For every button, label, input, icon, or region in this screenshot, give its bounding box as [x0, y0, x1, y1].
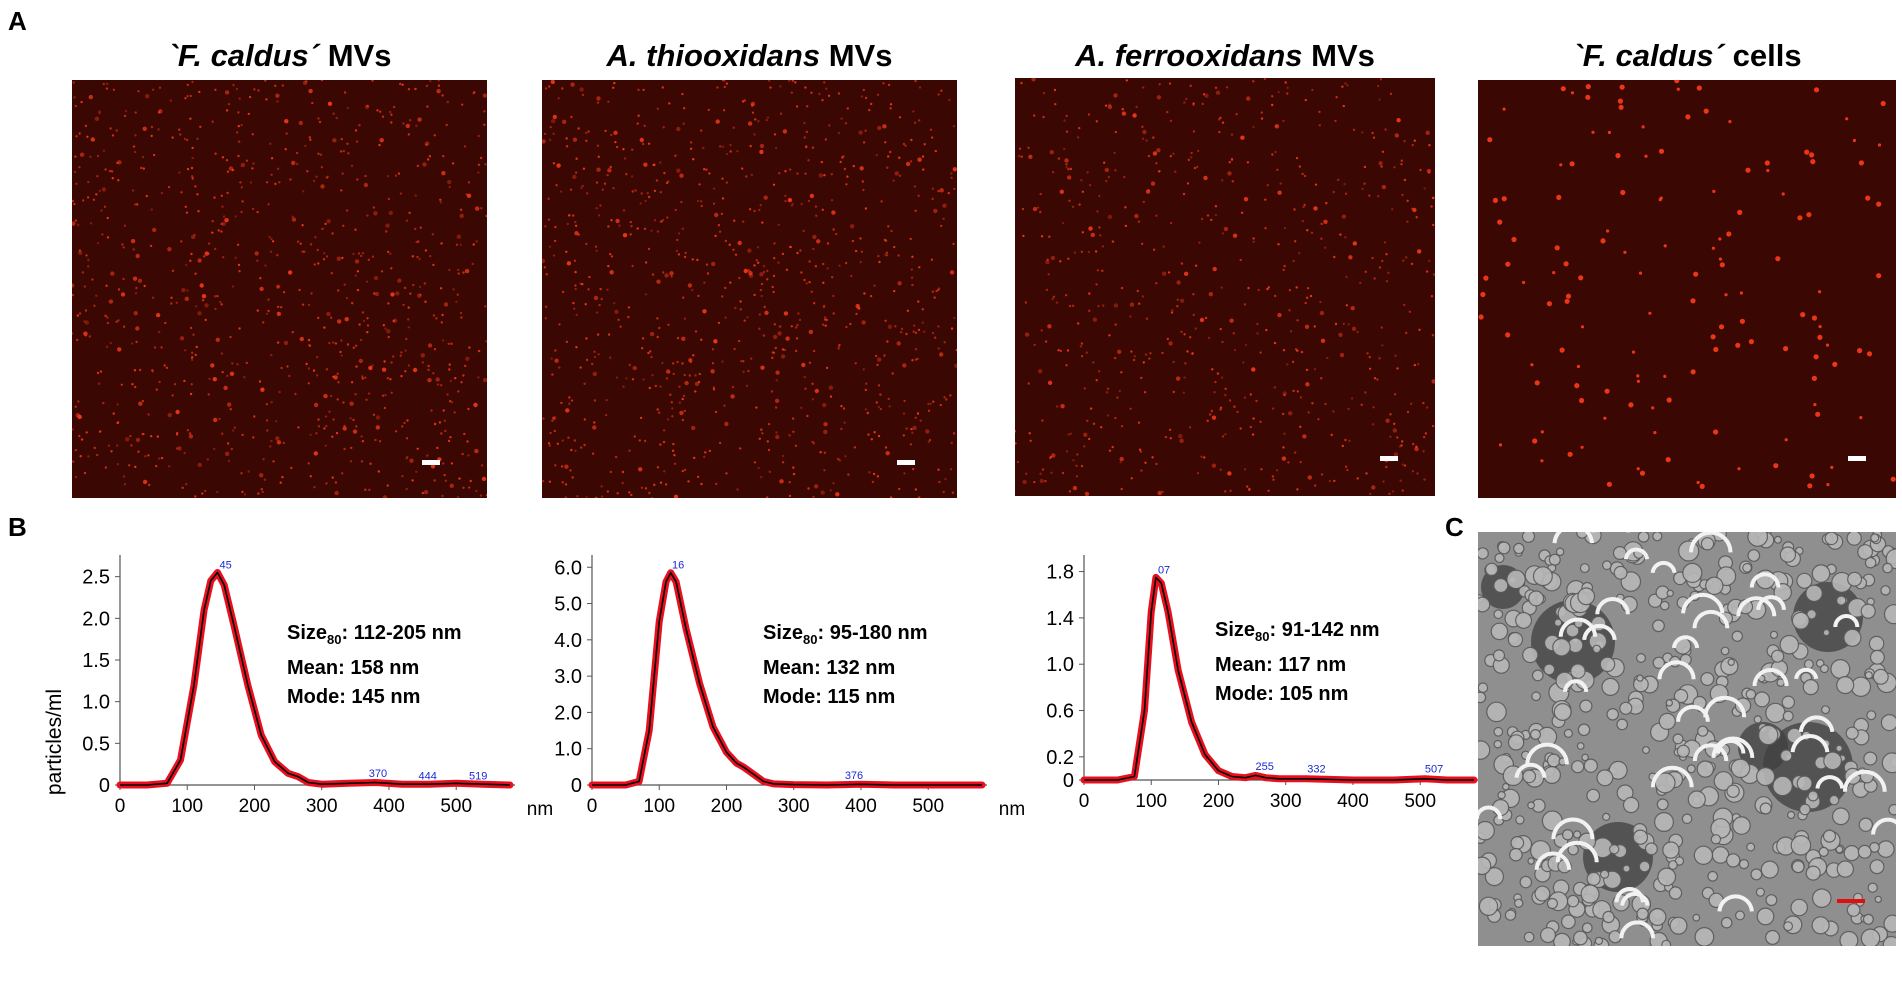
x-tick-label: 400: [1337, 791, 1369, 812]
stats-mean: Mean: 117 nm: [1215, 654, 1347, 676]
stats-size: Size80: 112-205 nm: [287, 622, 462, 647]
y-tick-label: 1.4: [1046, 608, 1074, 630]
micrograph-f-caldus-cells: [1478, 80, 1896, 498]
peak-label: 519: [469, 770, 487, 782]
series-line: [1084, 576, 1474, 781]
y-tick-label: 2.0: [554, 702, 582, 724]
stats-mode: Mode: 115 nm: [763, 686, 896, 708]
y-tick-label: 0: [571, 775, 582, 797]
stats-mean: Mean: 158 nm: [287, 657, 420, 679]
y-tick-label: 0: [99, 775, 110, 797]
y-tick-label: 2.5: [82, 567, 110, 589]
scale-bar: [422, 460, 440, 465]
micrograph-texture: [1015, 78, 1435, 496]
micrograph-texture: [542, 80, 957, 498]
y-tick-label: 0.2: [1046, 747, 1074, 769]
micrograph-texture: [72, 80, 487, 498]
micrograph-title-f-caldus-mvs: `F. caldus´ MVs: [167, 38, 392, 73]
y-tick-label: 5.0: [554, 594, 582, 616]
peak-label: 45: [220, 560, 232, 572]
tem-scale-bar: [1837, 899, 1865, 903]
peak-label: 255: [1255, 761, 1273, 773]
x-tick-label: 500: [1404, 791, 1436, 812]
y-tick-label: 1.0: [82, 692, 110, 714]
panel-letter-c: C: [1445, 512, 1464, 542]
micrograph-texture: [1478, 80, 1896, 489]
stats-mode: Mode: 145 nm: [287, 686, 421, 708]
y-tick-label: 6.0: [554, 557, 582, 579]
x-tick-label: 100: [1135, 791, 1167, 812]
y-tick-label: 4.0: [554, 630, 582, 652]
stats-a-ferrooxidans: Size80: 91-142 nm Mean: 117 nm Mode: 105…: [1215, 616, 1380, 709]
x-tick-label: 400: [845, 796, 877, 817]
micrograph-title-f-caldus-cells: `F. caldus´ cells: [1572, 38, 1802, 73]
series-line: [120, 571, 511, 786]
x-tick-label: 0: [587, 796, 598, 817]
panel-letter-b: B: [8, 512, 27, 542]
x-tick-label: 100: [171, 796, 203, 817]
x-unit-label: nm: [999, 799, 1025, 820]
scale-bar: [1380, 456, 1398, 461]
x-tick-label: 500: [912, 796, 944, 817]
x-tick-label: 0: [1079, 791, 1090, 812]
micrograph-f-caldus-mvs: [72, 80, 487, 498]
peak-label: 16: [672, 560, 684, 572]
y-tick-label: 0: [1063, 770, 1074, 792]
size-distribution-chart-f-caldus: 0 0.5 1.0 1.5 2.0 2.5 0 100 200 300 400 500 nm 45 370 4…: [60, 545, 553, 990]
x-unit-label: nm: [527, 799, 553, 820]
size-distribution-chart-a-ferrooxidans: 00.20.61.01.41.80100200300400500nm072553…: [1030, 545, 1517, 990]
peak-label: 507: [1425, 764, 1443, 776]
micrograph-title-a-ferrooxidans-mvs: A. ferrooxidans MVs: [1075, 38, 1375, 73]
x-tick-label: 300: [1270, 791, 1302, 812]
micrograph-title-a-thiooxidans-mvs: A. thiooxidans MVs: [606, 38, 893, 73]
x-tick-label: 500: [440, 796, 472, 817]
micrograph-a-ferrooxidans-mvs: [1015, 78, 1435, 496]
stats-mode: Mode: 105 nm: [1215, 683, 1349, 705]
stats-size: Size80: 91-142 nm: [1215, 619, 1380, 644]
x-tick-label: 0: [115, 796, 126, 817]
series-line: [592, 571, 982, 786]
y-tick-label: 0.6: [1046, 701, 1074, 723]
stats-size: Size80: 95-180 nm: [763, 622, 928, 647]
y-tick-label: 3.0: [554, 666, 582, 688]
peak-label: 370: [369, 768, 387, 780]
y-tick-label: 1.0: [1046, 654, 1074, 676]
y-tick-label: 2.0: [82, 608, 110, 630]
stats-mean: Mean: 132 nm: [763, 657, 896, 679]
y-tick-label: 0.5: [82, 733, 110, 755]
y-tick-label: 1.5: [82, 650, 110, 672]
panel-letter-a: A: [8, 6, 27, 36]
peak-label: 444: [419, 770, 437, 782]
y-tick-label: 1.8: [1046, 562, 1074, 584]
x-tick-label: 300: [778, 796, 810, 817]
peak-label: 332: [1307, 764, 1325, 776]
stats-f-caldus: Size80: 112-205 nm Mean: 158 nm Mode: 14…: [287, 619, 462, 712]
size-distribution-chart-a-thiooxidans: 0 1.0 2.0 3.0 4.0 5.0 6.0 0 100 200 300 400 500 nm 16 3…: [540, 545, 1025, 990]
x-tick-label: 100: [643, 796, 675, 817]
y-tick-label: 1.0: [554, 739, 582, 761]
scale-bar: [1848, 456, 1866, 461]
x-tick-label: 200: [1203, 791, 1235, 812]
x-tick-label: 200: [711, 796, 743, 817]
x-tick-label: 200: [239, 796, 271, 817]
peak-label: 376: [845, 770, 863, 782]
peak-label: 07: [1158, 564, 1170, 576]
x-tick-label: 400: [373, 796, 405, 817]
x-tick-label: 300: [306, 796, 338, 817]
scale-bar: [897, 460, 915, 465]
tem-micrograph: [1478, 532, 1896, 946]
stats-a-thiooxidans: Size80: 95-180 nm Mean: 132 nm Mode: 115…: [763, 619, 928, 712]
tem-texture: [1478, 532, 1896, 946]
micrograph-a-thiooxidans-mvs: [542, 80, 957, 498]
